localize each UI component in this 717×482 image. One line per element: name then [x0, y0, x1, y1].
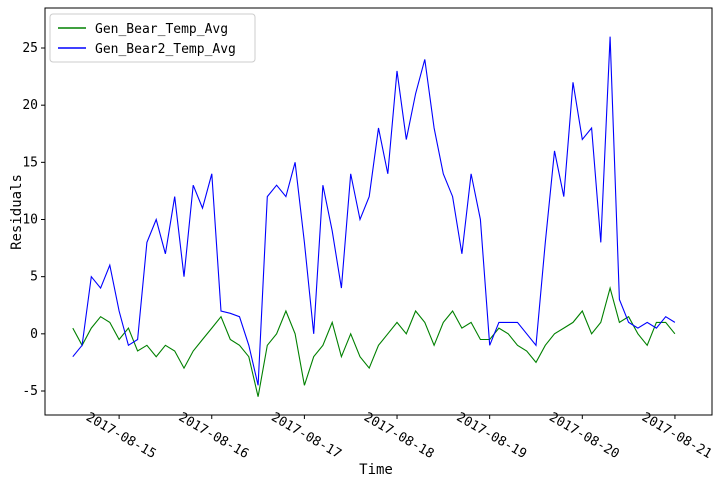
series-line: [72, 36, 676, 386]
legend: Gen_Bear_Temp_Avg Gen_Bear2_Temp_Avg: [49, 13, 256, 63]
legend-label: Gen_Bear2_Temp_Avg: [95, 42, 236, 57]
legend-box: [49, 13, 256, 63]
x-tick-label: 2017-08-19: [454, 410, 529, 462]
x-tick-label: 2017-08-17: [268, 410, 343, 462]
y-tick-label: 15: [22, 155, 38, 170]
x-tick-label: 2017-08-20: [546, 410, 621, 462]
x-tick-label: 2017-08-18: [361, 410, 436, 462]
legend-label: Gen_Bear_Temp_Avg: [95, 22, 228, 37]
y-tick-label: 0: [30, 327, 38, 342]
x-axis-label: Time: [359, 462, 393, 478]
y-tick-label: 10: [22, 213, 38, 228]
y-tick-label: 5: [30, 270, 38, 285]
plot-frame: [44, 7, 713, 416]
series-line: [72, 285, 676, 397]
x-tick-label: 2017-08-16: [176, 410, 251, 462]
y-tick-label: 25: [22, 41, 38, 56]
x-tick-label: 2017-08-21: [639, 410, 714, 462]
y-axis-label: Residuals: [9, 174, 25, 250]
y-tick-label: -5: [22, 384, 38, 399]
y-tick-label: 20: [22, 98, 38, 113]
lines: [72, 36, 676, 397]
x-tick-label: 2017-08-15: [83, 410, 158, 462]
